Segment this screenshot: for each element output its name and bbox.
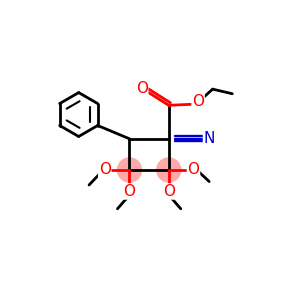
- Text: N: N: [203, 131, 215, 146]
- Circle shape: [118, 158, 142, 182]
- Text: O: O: [192, 94, 204, 109]
- Circle shape: [157, 158, 181, 182]
- Text: O: O: [124, 184, 136, 199]
- Text: O: O: [188, 163, 200, 178]
- Text: O: O: [163, 184, 175, 199]
- Text: O: O: [136, 81, 148, 96]
- Text: O: O: [99, 163, 111, 178]
